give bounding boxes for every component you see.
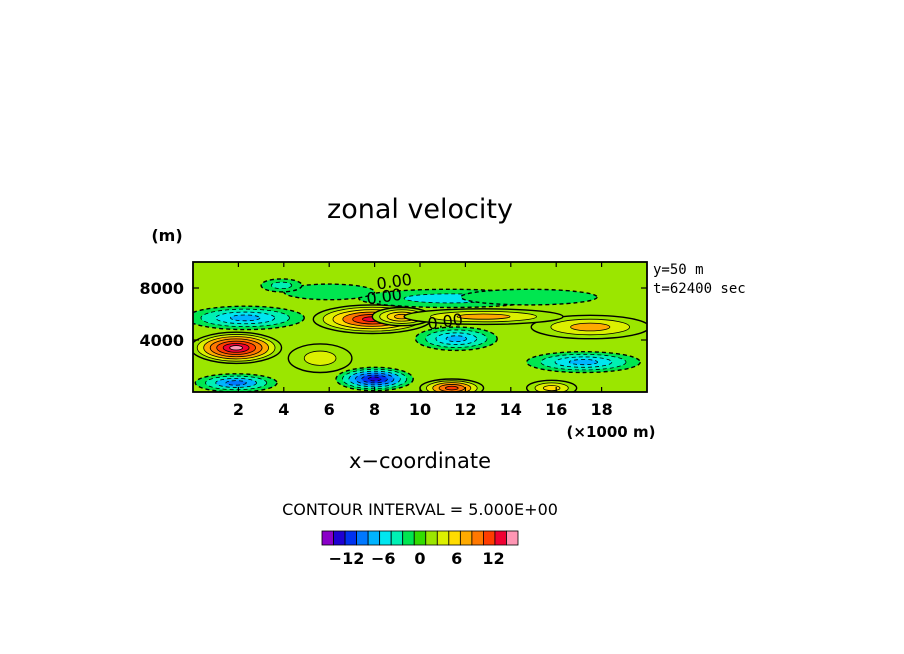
heatmap-feature [525,351,641,374]
colorbar-swatch [471,530,484,546]
x-tick-label: 12 [454,400,476,419]
colorbar-tick-label: −12 [329,549,365,568]
colorbar-labels: −12 −6 0 6 12 [329,549,505,568]
x-axis: 2 4 6 8 10 12 14 16 18 [233,262,613,419]
contour-band [230,314,261,322]
x-tick-label: 4 [278,400,289,419]
colorbar-swatch [413,530,427,546]
colorbar-swatch [344,530,357,546]
colorbar-swatch [333,530,346,546]
contour-band [542,385,561,392]
colorbar-swatch [379,530,392,546]
colorbar-swatch [321,530,334,546]
colorbar-swatch [494,530,507,546]
contour-label: 0.00 [426,310,464,334]
x-tick-label: 6 [324,400,335,419]
contour-band [568,359,599,366]
contour-band [445,335,467,343]
x-axis-label: x−coordinate [349,449,491,473]
contour-band [229,345,244,351]
contour-label: 0.00 [375,270,413,294]
annotation-y: y=50 m [653,262,704,278]
colorbar-swatch [506,530,519,546]
colorbar-swatch [367,530,381,546]
y-unit-label: (m) [151,226,182,245]
colorbar-tick-label: 0 [414,549,425,568]
x-tick-label: 2 [233,400,244,419]
x-unit-label: (×1000 m) [567,423,656,441]
contour-band [367,376,382,382]
heatmap-feature [287,343,353,374]
y-tick-label: 4000 [139,331,184,350]
heatmap-feature [419,378,485,392]
contour-band [303,350,337,366]
heatmap-feature [283,283,376,301]
heatmap-feature [193,305,305,331]
heatmap-feature [194,373,278,392]
heatmap-feature [525,379,578,392]
heatmap-feature [260,278,303,293]
contour-band [283,283,376,301]
annotation-time: t=62400 sec [653,281,746,297]
x-tick-label: 18 [590,400,612,419]
colorbar-swatch [436,530,450,546]
contour-band [570,322,611,332]
heatmap-feature [414,326,498,352]
x-tick-label: 10 [409,400,431,419]
colorbar-swatch [459,530,473,546]
chart-title: zonal velocity [327,194,513,225]
heatmap-feature [193,331,283,365]
x-tick-label: 16 [545,400,567,419]
x-tick-label: 14 [500,400,522,419]
contour-band [270,281,293,290]
x-tick-label: 8 [369,400,380,419]
colorbar-swatch [425,530,438,546]
contour-band [456,313,511,320]
heatmap-feature [530,314,647,340]
contour-band [445,385,459,391]
colorbar [321,530,519,546]
contour-label: 0.00 [365,285,403,309]
colorbar-swatch [390,530,404,546]
contour-band [225,380,247,386]
contour-interval-text: CONTOUR INTERVAL = 5.000E+00 [282,500,558,519]
contour-labels: 0.000.000.00 [365,270,464,334]
colorbar-tick-label: 6 [451,549,462,568]
heatmap-feature [335,366,414,392]
colorbar-swatch [448,530,461,546]
colorbar-swatch [402,530,415,546]
colorbar-swatch [356,530,369,546]
heatmap-feature [460,288,598,306]
heatmap-feature [403,308,564,326]
colorbar-tick-label: −6 [371,549,396,568]
contour-band [460,288,598,306]
colorbar-tick-label: 12 [482,549,504,568]
y-tick-label: 8000 [139,279,184,298]
heatmap-plot [193,262,647,392]
y-axis: 4000 8000 [139,279,647,350]
colorbar-swatch [483,530,496,546]
